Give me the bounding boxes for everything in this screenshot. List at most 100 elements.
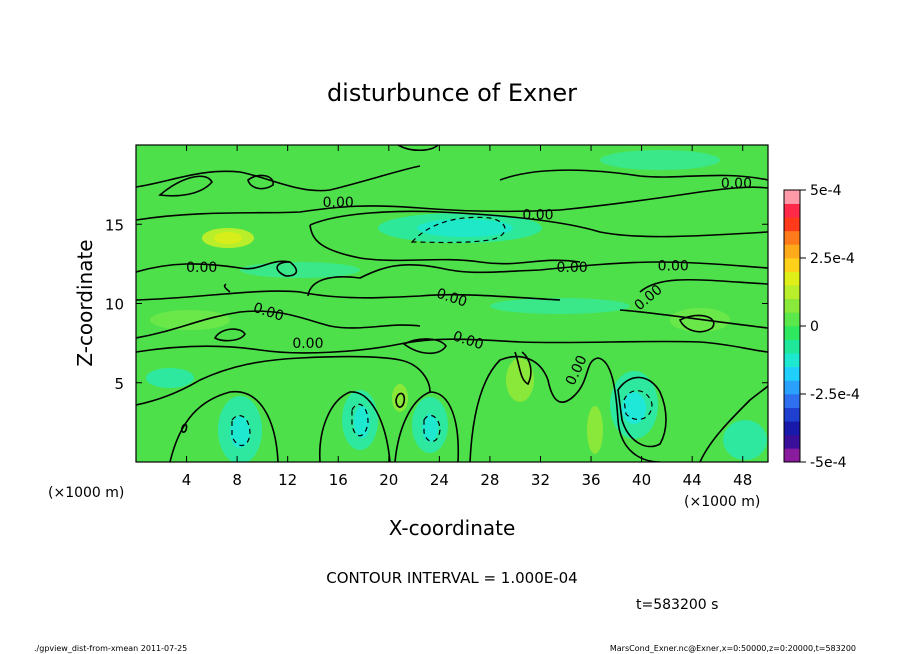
y-tick-label: 15 <box>105 216 124 234</box>
colorbar-tick-label: 2.5e-4 <box>810 251 855 267</box>
negative-anomaly-patch <box>723 420 767 460</box>
contour-line <box>394 391 460 462</box>
x-tick-label: 28 <box>480 471 499 489</box>
negative-contour-line <box>423 415 441 443</box>
contour-label: 0.00 <box>721 176 752 192</box>
colorbar-segment <box>784 190 800 204</box>
contour-label: 0.00 <box>522 208 553 224</box>
contour-line <box>699 385 768 462</box>
contour-label: 0.00 <box>186 260 217 276</box>
x-tick-label: 32 <box>531 471 550 489</box>
contour-line <box>469 355 599 462</box>
time-label: t=583200 s <box>636 597 718 613</box>
colorbar-segment <box>784 421 800 436</box>
x-tick-label: 36 <box>581 471 600 489</box>
y-tick-label: 10 <box>105 296 124 314</box>
chart-title: disturbunce of Exner <box>327 79 577 107</box>
contour-label: 0.00 <box>658 258 689 274</box>
x-tick-label: 4 <box>182 471 192 489</box>
colorbar-segment <box>784 326 800 340</box>
x-tick-label: 44 <box>683 471 702 489</box>
colorbar-tick-label: 0 <box>810 319 819 335</box>
contour-line <box>499 169 768 181</box>
contour-line <box>136 355 431 406</box>
positive-anomaly-patch <box>506 358 534 402</box>
x-tick-label: 20 <box>379 471 398 489</box>
negative-anomaly-patch <box>146 368 194 388</box>
contour-line <box>247 174 274 190</box>
colorbar-segment <box>784 353 800 368</box>
contour-line <box>559 186 768 211</box>
negative-anomaly-patch <box>240 262 360 278</box>
contour-interval-label: CONTOUR INTERVAL = 1.000E-04 <box>326 569 577 587</box>
contour-label: 0.00 <box>556 260 587 276</box>
colorbar-segment <box>784 203 800 218</box>
colorbar-segment <box>784 271 800 286</box>
colorbar-tick-label: -2.5e-4 <box>810 387 860 403</box>
contour-line <box>136 205 561 221</box>
x-tick-label: 12 <box>278 471 297 489</box>
y-axis-unit: (×1000 m) <box>48 485 124 501</box>
negative-contour-line <box>410 216 506 244</box>
x-axis-ticks: 4 8 12 16 20 24 28 32 36 40 44 48 <box>182 145 752 489</box>
negative-contour-line <box>231 415 251 447</box>
contour-label: 0.00 <box>323 195 354 211</box>
contour-line <box>307 261 768 297</box>
colorbar-tick-label: 5e-4 <box>810 183 842 199</box>
colorbar-segment <box>784 407 800 422</box>
x-tick-label: 24 <box>430 471 449 489</box>
contour-line <box>597 357 661 462</box>
x-tick-label: 8 <box>232 471 242 489</box>
contour-line <box>136 165 421 192</box>
negative-anomaly-core <box>422 414 438 442</box>
contour-line <box>617 376 667 448</box>
colorbar-segment <box>784 366 800 381</box>
contour-line <box>309 224 581 265</box>
positive-anomaly-patch <box>392 384 408 412</box>
contour-line <box>136 338 768 354</box>
y-tick-label: 5 <box>114 375 124 393</box>
colorbar-segment <box>784 394 800 408</box>
contour-line <box>309 210 768 238</box>
footer-left: ./gpview_dist-from-xmean 2011-07-25 <box>34 644 187 653</box>
colorbar-tick-label: -5e-4 <box>810 455 847 471</box>
positive-anomaly-patch <box>150 310 230 330</box>
negative-contour-line <box>623 390 653 421</box>
contour-line <box>678 314 715 333</box>
contour-line <box>136 310 421 339</box>
contour-lines <box>136 145 768 462</box>
contour-line <box>136 290 561 301</box>
colorbar <box>784 190 800 463</box>
contour-line <box>136 260 298 277</box>
colorbar-segment <box>784 217 800 232</box>
colorbar-segment <box>784 298 800 313</box>
colorbar-segment <box>784 448 800 463</box>
colorbar-segment <box>784 339 800 354</box>
colorbar-ticks: 5e-4 2.5e-4 0 -2.5e-4 -5e-4 <box>800 183 860 471</box>
contour-line <box>395 392 406 408</box>
contour-line <box>402 338 447 355</box>
x-tick-label: 48 <box>733 471 752 489</box>
colorbar-segment <box>784 230 800 245</box>
contour-line <box>514 351 532 386</box>
y-axis-ticks: 5 10 15 <box>105 216 768 393</box>
contour-line <box>619 309 768 329</box>
negative-anomaly-core <box>230 416 250 448</box>
negative-contour-line <box>351 403 369 437</box>
negative-anomaly-core <box>417 219 513 237</box>
colorbar-segment <box>784 285 800 300</box>
contour-line <box>319 391 391 462</box>
colorbar-segment <box>784 434 800 449</box>
contour-line <box>397 145 439 152</box>
colorbar-segment <box>784 380 800 395</box>
x-tick-label: 40 <box>632 471 651 489</box>
contour-line <box>158 175 213 197</box>
y-axis-title: Z-coordinate <box>73 239 97 366</box>
negative-contours <box>231 216 653 447</box>
x-axis-unit: (×1000 m) <box>684 494 760 510</box>
footer-right: MarsCond_Exner.nc@Exner,x=0:50000,z=0:20… <box>610 644 856 653</box>
contour-line <box>213 328 246 342</box>
colorbar-segment <box>784 312 800 327</box>
positive-anomaly-patch <box>587 406 603 454</box>
